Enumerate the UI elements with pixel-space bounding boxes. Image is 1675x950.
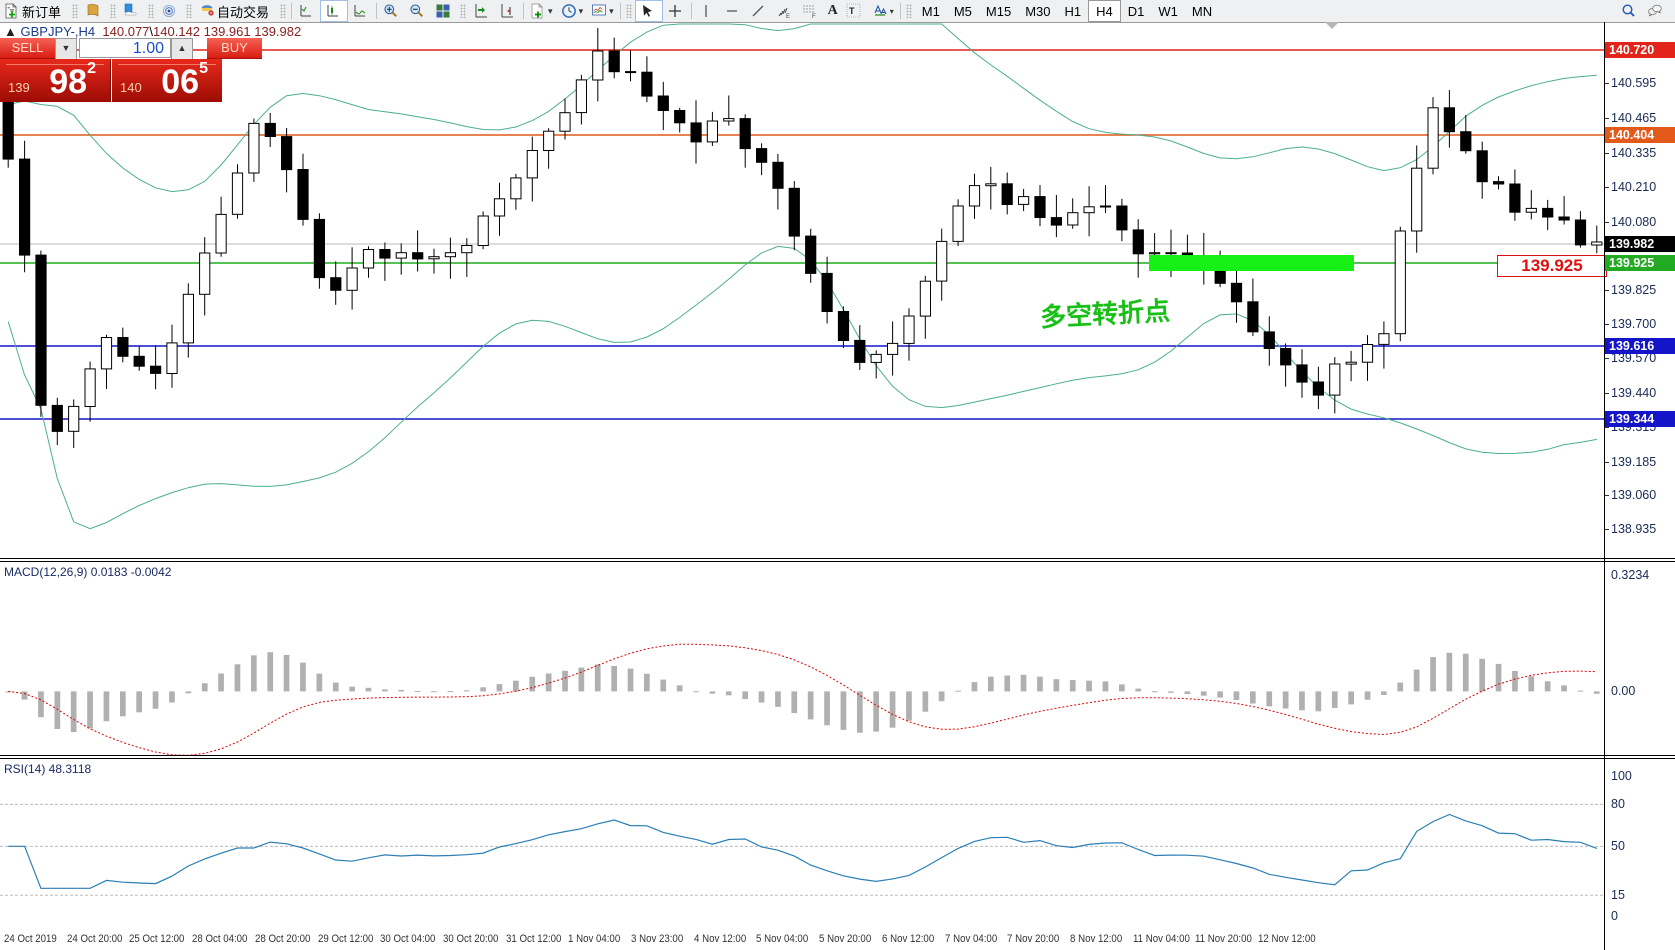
svg-text:F: F (812, 14, 816, 19)
svg-text:E: E (786, 14, 790, 19)
svg-text:T: T (849, 6, 855, 16)
